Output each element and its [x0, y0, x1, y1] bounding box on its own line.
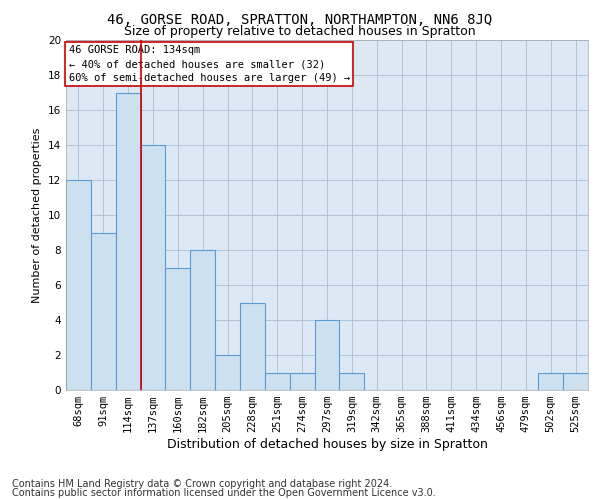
- Bar: [265, 372, 290, 390]
- Bar: [538, 372, 563, 390]
- Bar: [290, 372, 314, 390]
- Bar: [140, 145, 166, 390]
- X-axis label: Distribution of detached houses by size in Spratton: Distribution of detached houses by size …: [167, 438, 487, 451]
- Bar: [66, 180, 91, 390]
- Bar: [314, 320, 340, 390]
- Y-axis label: Number of detached properties: Number of detached properties: [32, 128, 43, 302]
- Text: Contains HM Land Registry data © Crown copyright and database right 2024.: Contains HM Land Registry data © Crown c…: [12, 479, 392, 489]
- Text: 46, GORSE ROAD, SPRATTON, NORTHAMPTON, NN6 8JQ: 46, GORSE ROAD, SPRATTON, NORTHAMPTON, N…: [107, 12, 493, 26]
- Bar: [215, 355, 240, 390]
- Text: Size of property relative to detached houses in Spratton: Size of property relative to detached ho…: [124, 25, 476, 38]
- Bar: [116, 92, 140, 390]
- Bar: [91, 232, 116, 390]
- Bar: [240, 302, 265, 390]
- Bar: [563, 372, 588, 390]
- Bar: [340, 372, 364, 390]
- Bar: [190, 250, 215, 390]
- Text: Contains public sector information licensed under the Open Government Licence v3: Contains public sector information licen…: [12, 488, 436, 498]
- Text: 46 GORSE ROAD: 134sqm
← 40% of detached houses are smaller (32)
60% of semi-deta: 46 GORSE ROAD: 134sqm ← 40% of detached …: [68, 46, 350, 83]
- Bar: [166, 268, 190, 390]
